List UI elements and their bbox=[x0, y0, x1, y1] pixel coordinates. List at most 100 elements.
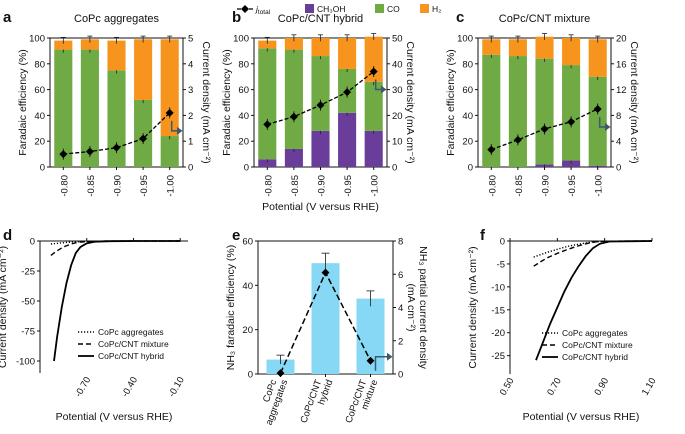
panel-d-ytick-label: -25 bbox=[21, 267, 35, 278]
panel-c-bar-h2 bbox=[508, 39, 527, 57]
panel-e-ylabel: NH₃ faradaic efficiency (%) bbox=[225, 245, 237, 370]
panel-b-axis-arrow-head bbox=[381, 85, 387, 94]
panel-d-letter: d bbox=[3, 227, 12, 244]
panel-a-bar-h2 bbox=[54, 40, 73, 50]
legend-ch3oh: CH₃OH bbox=[317, 4, 346, 14]
panel-b-y2tick-label: 10 bbox=[392, 137, 403, 148]
panel-c-xtick-label: -0.90 bbox=[541, 175, 552, 197]
panel-e-bar bbox=[311, 263, 340, 374]
panel-c-ytick-label: 20 bbox=[462, 137, 473, 148]
panel-b-bar-ch3oh bbox=[311, 130, 330, 167]
panel-a-bar-h2 bbox=[134, 39, 153, 100]
legend-co-swatch bbox=[375, 4, 384, 13]
panel-c-y2label: Current density (mA cm⁻²) bbox=[628, 41, 640, 163]
panel-b-bar-ch3oh bbox=[364, 130, 383, 167]
panel-f-series-solid bbox=[535, 240, 653, 361]
panel-e-ytick-label: 60 bbox=[242, 237, 253, 248]
panel-c-xtick-label: -1.00 bbox=[594, 175, 605, 197]
panel-f-ytick-label: 0 bbox=[500, 237, 505, 248]
panel-b-y2tick-label: 40 bbox=[392, 59, 403, 70]
panel-d-ylabel: Current density (mA cm⁻²) bbox=[0, 246, 9, 368]
panel-a-xtick-label: -0.80 bbox=[59, 175, 70, 197]
panel-c-xtick-label: -0.80 bbox=[487, 175, 498, 197]
panel-c-y2tick-label: 0 bbox=[616, 163, 621, 174]
panel-e-ytick-label: 40 bbox=[242, 281, 253, 292]
panel-c-y2tick-label: 4 bbox=[616, 137, 621, 148]
panel-b-bar-ch3oh bbox=[338, 112, 357, 167]
panel-c-bar-ch3oh bbox=[562, 160, 581, 167]
panel-a-ytick-label: 60 bbox=[34, 85, 45, 96]
panel-e-y2tick-label: 6 bbox=[398, 270, 403, 281]
panel-b-bar-co bbox=[258, 48, 277, 160]
panel-a-ytick-label: 20 bbox=[34, 137, 45, 148]
panel-f-ytick-label: -10 bbox=[491, 282, 505, 293]
legend-jtotal-marker bbox=[241, 5, 249, 13]
panel-d-xlabel: Potential (V versus RHE) bbox=[56, 411, 173, 423]
panel-e-axis-arrow-head bbox=[387, 352, 393, 361]
panel-b-ytick-label: 20 bbox=[238, 137, 249, 148]
panel-e-partial-current-point bbox=[276, 369, 285, 378]
panel-a-letter: a bbox=[3, 9, 12, 26]
panel-e-y2label: NH₃ partial current density(mA cm⁻²) bbox=[405, 246, 429, 369]
panel-b-xtick-label: -0.95 bbox=[343, 175, 354, 197]
legend-h2-swatch bbox=[420, 4, 429, 13]
panel-d-xtick-label: -0.40 bbox=[120, 375, 140, 399]
panel-e-axis-arrow bbox=[374, 355, 389, 371]
panel-c-ytick-label: 0 bbox=[468, 163, 473, 174]
panel-d-xtick-label: -0.10 bbox=[166, 375, 186, 399]
panel-a-xtick-label: -0.95 bbox=[139, 175, 150, 197]
panel-a-ytick-label: 80 bbox=[34, 59, 45, 70]
panel-d-ytick-label: -100 bbox=[16, 357, 35, 368]
panel-c-y2tick-label: 16 bbox=[616, 59, 627, 70]
panel-f-legend-label: CoPc aggregates bbox=[562, 328, 628, 338]
panel-a-bar-h2 bbox=[160, 39, 179, 137]
panel-f-series-dashed bbox=[533, 240, 653, 267]
panel-b-axis-arrow bbox=[374, 79, 383, 91]
panel-d-legend-label: CoPc aggregates bbox=[98, 327, 164, 337]
panel-c-ylabel: Faradaic efficiency (%) bbox=[445, 49, 457, 156]
panel-b-xtick-label: -0.85 bbox=[290, 175, 301, 197]
panel-f-legend-label: CoPc/CNT mixture bbox=[562, 340, 633, 350]
panel-c-xtick-label: -0.95 bbox=[567, 175, 578, 197]
panel-a-y2tick-label: 2 bbox=[188, 111, 193, 122]
panel-c-bar-h2 bbox=[535, 36, 554, 59]
panel-b-bar-ch3oh bbox=[284, 148, 303, 167]
panel-c-bar-h2 bbox=[482, 39, 501, 55]
panel-c-y2tick-label: 20 bbox=[616, 34, 627, 45]
panel-f-xtick-label: 0.50 bbox=[498, 376, 517, 398]
legend-jtotal: jtotal bbox=[255, 4, 271, 16]
panel-c-axis-arrow-head bbox=[605, 122, 611, 131]
panel-c-ytick-label: 80 bbox=[462, 59, 473, 70]
legend-ch3oh-swatch bbox=[305, 4, 314, 13]
panel-a-bar-co bbox=[80, 49, 99, 167]
panel-b-bar-co bbox=[284, 49, 303, 149]
panel-b-bar-h2 bbox=[311, 38, 330, 57]
panel-a-bar-co bbox=[160, 136, 179, 167]
panel-a-ytick-label: 100 bbox=[29, 34, 45, 45]
panel-b-bar-co bbox=[311, 56, 330, 131]
panel-a-y2tick-label: 3 bbox=[188, 85, 193, 96]
panel-c-bar-co bbox=[508, 56, 527, 168]
panel-c-y2tick-label: 8 bbox=[616, 111, 621, 122]
panel-c-bar-h2 bbox=[588, 39, 607, 77]
panel-f-letter: f bbox=[480, 227, 486, 244]
panel-c-bar-h2 bbox=[562, 38, 581, 66]
panel-e-y2tick-label: 0 bbox=[398, 370, 403, 381]
panel-b-xtick-label: -0.90 bbox=[317, 175, 328, 197]
panel-a-bar-co bbox=[107, 70, 126, 167]
panel-b-bar-h2 bbox=[284, 38, 303, 50]
panel-b-y2tick-label: 0 bbox=[392, 163, 397, 174]
panel-a-y2label: Current density (mA cm⁻²) bbox=[200, 41, 212, 163]
panel-c-axis-arrow bbox=[598, 116, 607, 128]
legend-co: CO bbox=[387, 4, 400, 14]
panel-a-bar-co bbox=[54, 49, 73, 167]
panel-b-xtick-label: -0.80 bbox=[263, 175, 274, 197]
panel-b-y2tick-label: 50 bbox=[392, 34, 403, 45]
panel-c-bar-co bbox=[562, 65, 581, 161]
panel-b-bar-ch3oh bbox=[258, 159, 277, 167]
panel-e-bar bbox=[266, 359, 295, 374]
panel-f-xtick-label: 0.90 bbox=[592, 376, 611, 398]
panel-c-letter: c bbox=[456, 9, 464, 26]
panel-c-bar-co bbox=[482, 54, 501, 167]
panel-e-ytick-label: 20 bbox=[242, 325, 253, 336]
